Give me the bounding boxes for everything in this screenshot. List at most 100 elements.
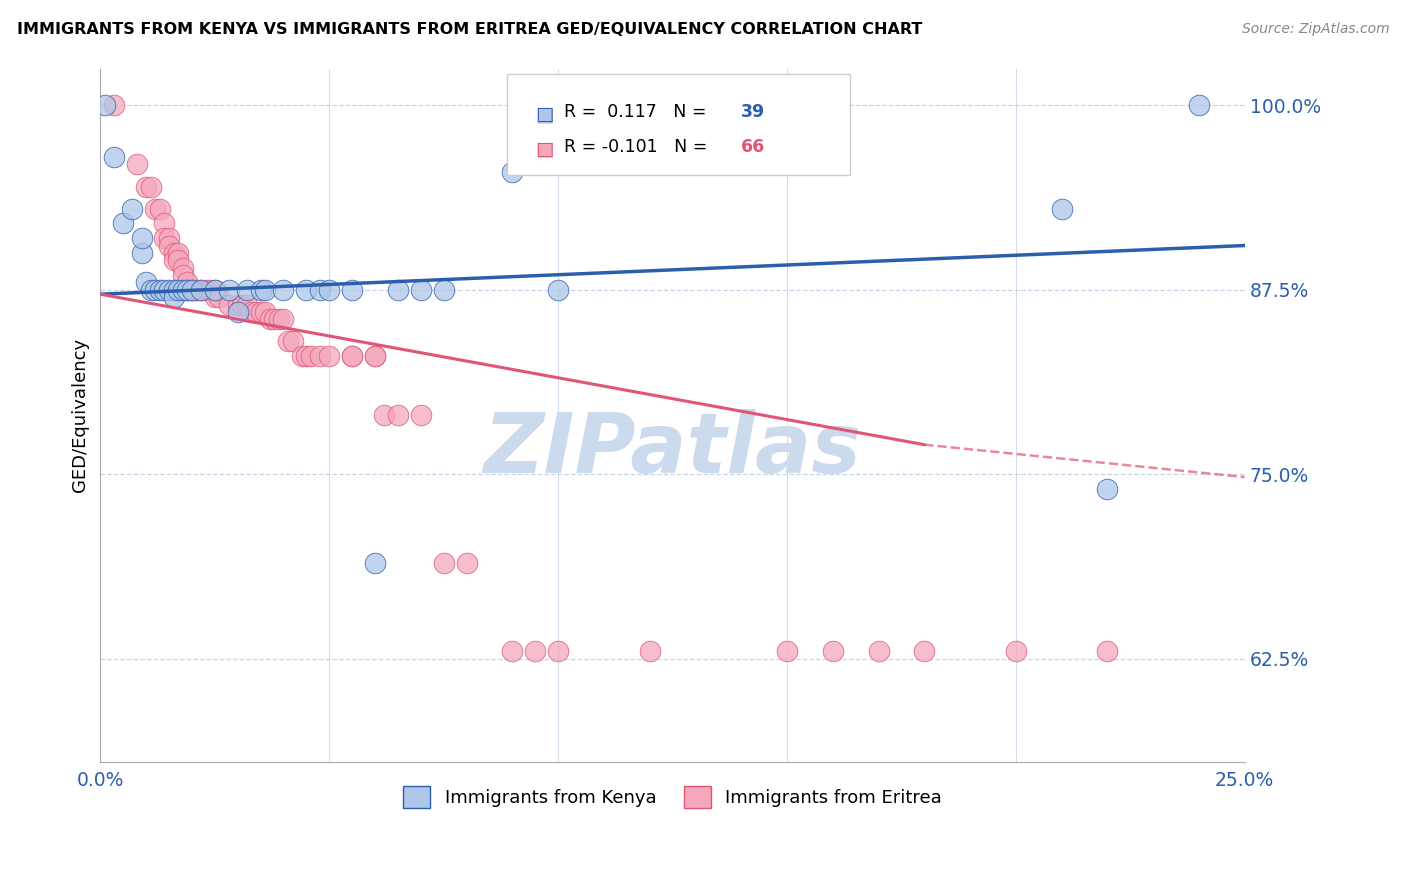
- Point: [409, 408, 432, 422]
- Point: [273, 312, 295, 326]
- Point: [176, 283, 198, 297]
- Point: [236, 297, 259, 311]
- Point: [226, 305, 249, 319]
- Point: [180, 283, 202, 297]
- Point: [340, 349, 363, 363]
- Point: [153, 216, 176, 230]
- Point: [291, 349, 314, 363]
- Point: [1050, 202, 1073, 216]
- Point: [456, 556, 478, 570]
- Point: [236, 283, 259, 297]
- Point: [318, 349, 340, 363]
- Point: [273, 283, 295, 297]
- Point: [218, 297, 240, 311]
- Point: [149, 283, 172, 297]
- Point: [135, 276, 157, 290]
- Text: R = -0.101   N =: R = -0.101 N =: [564, 138, 713, 156]
- Point: [162, 290, 184, 304]
- Point: [364, 556, 387, 570]
- Point: [340, 349, 363, 363]
- Point: [638, 644, 661, 658]
- Point: [1005, 644, 1028, 658]
- Point: [821, 644, 844, 658]
- Point: [231, 297, 253, 311]
- Text: □: □: [536, 105, 554, 124]
- Point: [172, 268, 194, 282]
- Point: [249, 283, 271, 297]
- Point: [162, 253, 184, 268]
- Point: [143, 283, 166, 297]
- Point: [176, 283, 198, 297]
- Point: [263, 312, 285, 326]
- Point: [1097, 644, 1119, 658]
- Point: [277, 334, 299, 349]
- Point: [387, 408, 409, 422]
- Point: [190, 283, 212, 297]
- Point: [218, 283, 240, 297]
- Point: [524, 644, 547, 658]
- Point: [204, 290, 226, 304]
- Point: [172, 260, 194, 275]
- Point: [409, 283, 432, 297]
- Point: [162, 246, 184, 260]
- Point: [208, 290, 231, 304]
- Point: [135, 179, 157, 194]
- Point: [267, 312, 290, 326]
- Point: [387, 283, 409, 297]
- Point: [162, 283, 184, 297]
- Point: [433, 556, 456, 570]
- Text: 39: 39: [741, 103, 765, 121]
- Point: [1097, 482, 1119, 496]
- Text: ■: ■: [536, 140, 554, 159]
- Point: [194, 283, 217, 297]
- Text: Source: ZipAtlas.com: Source: ZipAtlas.com: [1241, 22, 1389, 37]
- Point: [180, 283, 202, 297]
- Point: [309, 349, 332, 363]
- Point: [295, 349, 318, 363]
- Point: [340, 283, 363, 297]
- Text: IMMIGRANTS FROM KENYA VS IMMIGRANTS FROM ERITREA GED/EQUIVALENCY CORRELATION CHA: IMMIGRANTS FROM KENYA VS IMMIGRANTS FROM…: [17, 22, 922, 37]
- Point: [94, 98, 117, 112]
- Point: [167, 253, 190, 268]
- Point: [240, 305, 263, 319]
- Point: [1188, 98, 1211, 112]
- Point: [157, 238, 180, 252]
- Point: [254, 283, 277, 297]
- Point: [299, 349, 322, 363]
- Point: [364, 349, 387, 363]
- Point: [167, 246, 190, 260]
- Point: [153, 231, 176, 245]
- Point: [190, 283, 212, 297]
- Point: [121, 202, 143, 216]
- Point: [143, 202, 166, 216]
- Point: [295, 283, 318, 297]
- Point: [112, 216, 135, 230]
- Point: [309, 283, 332, 297]
- Point: [433, 283, 456, 297]
- Point: [167, 283, 190, 297]
- Point: [868, 644, 890, 658]
- Point: [501, 165, 523, 179]
- Point: [139, 179, 162, 194]
- Point: [501, 644, 523, 658]
- Text: 66: 66: [741, 138, 765, 156]
- Point: [547, 283, 569, 297]
- Text: R =  0.117   N =: R = 0.117 N =: [564, 103, 711, 121]
- Point: [912, 644, 935, 658]
- Point: [204, 283, 226, 297]
- Point: [139, 283, 162, 297]
- Point: [172, 283, 194, 297]
- Legend: Immigrants from Kenya, Immigrants from Eritrea: Immigrants from Kenya, Immigrants from E…: [396, 779, 949, 815]
- Text: ■: ■: [536, 105, 554, 124]
- Point: [186, 283, 208, 297]
- Point: [204, 283, 226, 297]
- Point: [157, 283, 180, 297]
- Point: [245, 305, 267, 319]
- Point: [249, 305, 271, 319]
- Point: [176, 276, 198, 290]
- Point: [180, 283, 202, 297]
- Point: [200, 283, 222, 297]
- Point: [776, 644, 799, 658]
- Point: [364, 349, 387, 363]
- Y-axis label: GED/Equivalency: GED/Equivalency: [72, 338, 89, 492]
